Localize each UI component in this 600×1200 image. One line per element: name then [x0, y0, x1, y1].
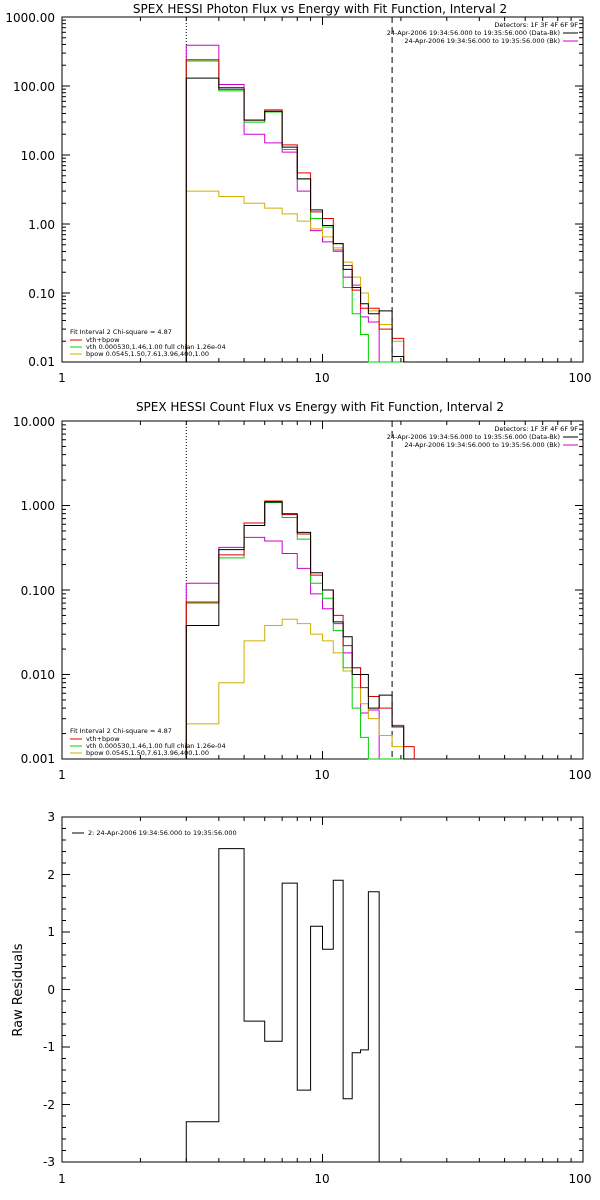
series-data-line: [185, 848, 380, 1162]
photon-series-group: [185, 17, 415, 363]
photon-ytick-label: 0.10: [28, 287, 55, 301]
photon-ytick-label: 1.00: [28, 218, 55, 232]
photon-plot-frame: [61, 16, 584, 363]
residuals-y-axis-label: Raw Residuals: [11, 943, 26, 1036]
photon-legend-bpow-label: bpow 0.0545,1.50,7.61,3.96,400,1.00: [86, 350, 209, 358]
count-xtick-label: 10: [314, 768, 329, 782]
count-ytick-label: 0.100: [21, 584, 55, 598]
residuals-series-group: [185, 848, 380, 1162]
series-total_model-line: [185, 59, 415, 363]
count-ytick-label: 0.010: [21, 668, 55, 682]
photon-detectors-label: Detectors: 1F 3F 4F 6F 9F: [494, 21, 578, 29]
count-panel-title: SPEX HESSI Count Flux vs Energy with Fit…: [136, 400, 504, 414]
count-ytick-label: 1.000: [21, 499, 55, 513]
series-vth-line: [185, 60, 415, 363]
count-legend-data-label: 24-Apr-2006 19:34:56.000 to 19:35:56.000…: [387, 433, 560, 441]
count-legend-vth-label: vth 0.000530,1.46,1.00 full chian 1.26e-…: [86, 742, 226, 750]
photon-fit-info: Fit Interval 2 Chi-square = 4.87: [70, 328, 172, 336]
photon-xtick-label: 10: [314, 371, 329, 385]
series-background-line: [185, 44, 415, 363]
residuals-xtick-label: 100: [569, 1172, 592, 1186]
photon-ytick-label: 100.00: [13, 80, 55, 94]
residuals-xtick-label: 1: [58, 1172, 66, 1186]
series-vth-line: [185, 502, 415, 760]
photon-axis-ticks: [61, 16, 584, 363]
count-legend-bk-label: 24-Apr-2006 19:34:56.000 to 19:35:56.000…: [404, 441, 560, 449]
series-total_model-line: [185, 500, 415, 759]
residuals-legend-label: 2: 24-Apr-2006 19:34:56.000 to 19:35:56.…: [88, 829, 237, 837]
count-ytick-label: 0.001: [21, 752, 55, 766]
residuals-panel: -3 -2 -1 0 1 2 3 1 10 100 Raw Residuals …: [11, 810, 591, 1186]
count-series-group: [185, 421, 415, 760]
residuals-ytick-label: 1: [47, 925, 55, 939]
count-legend-bottomleft: Fit Interval 2 Chi-square = 4.87 vth+bpo…: [70, 727, 226, 757]
photon-legend-total-label: vth+bpow: [86, 336, 120, 344]
photon-flux-panel: SPEX HESSI Photon Flux vs Energy with Fi…: [5, 2, 591, 385]
residuals-axis-ticks: [61, 816, 584, 1163]
residuals-legend: 2: 24-Apr-2006 19:34:56.000 to 19:35:56.…: [72, 829, 237, 837]
count-y-tick-labels: 10.000 1.000 0.100 0.010 0.001: [13, 415, 55, 766]
photon-ytick-label: 1000.00: [5, 11, 55, 25]
residuals-y-tick-labels: -3 -2 -1 0 1 2 3: [43, 810, 55, 1169]
count-detectors-label: Detectors: 1F 3F 4F 6F 9F: [494, 425, 578, 433]
photon-xtick-label: 100: [569, 371, 592, 385]
count-fit-info: Fit Interval 2 Chi-square = 4.87: [70, 727, 172, 735]
count-legend-topright: Detectors: 1F 3F 4F 6F 9F 24-Apr-2006 19…: [387, 425, 579, 449]
residuals-x-tick-labels: 1 10 100: [58, 1172, 591, 1186]
residuals-xtick-label: 10: [314, 1172, 329, 1186]
photon-legend-topright: Detectors: 1F 3F 4F 6F 9F 24-Apr-2006 19…: [387, 21, 579, 45]
count-ytick-label: 10.000: [13, 415, 55, 429]
count-x-tick-labels: 1 10 100: [58, 768, 591, 782]
photon-panel-title: SPEX HESSI Photon Flux vs Energy with Fi…: [133, 2, 507, 16]
photon-legend-vth-label: vth 0.000530,1.46,1.00 full chian 1.26e-…: [86, 343, 226, 351]
count-flux-panel: SPEX HESSI Count Flux vs Energy with Fit…: [13, 400, 591, 782]
series-data-line: [185, 77, 415, 363]
photon-x-tick-labels: 1 10 100: [58, 371, 591, 385]
residuals-ytick-label: 0: [47, 983, 55, 997]
residuals-ytick-label: -3: [43, 1155, 55, 1169]
photon-y-tick-labels: 1000.00 100.00 10.00 1.00 0.10 0.01: [5, 11, 55, 369]
residuals-ytick-label: -1: [43, 1040, 55, 1054]
series-background-line: [185, 536, 415, 760]
photon-legend-data-label: 24-Apr-2006 19:34:56.000 to 19:35:56.000…: [387, 29, 560, 37]
photon-ytick-label: 0.01: [28, 355, 55, 369]
photon-legend-bottomleft: Fit Interval 2 Chi-square = 4.87 vth+bpo…: [70, 328, 226, 358]
photon-ytick-label: 10.00: [21, 149, 55, 163]
count-axis-ticks: [61, 420, 584, 760]
photon-xtick-label: 1: [58, 371, 66, 385]
photon-legend-bk-label: 24-Apr-2006 19:34:56.000 to 19:35:56.000…: [404, 37, 560, 45]
series-bpow-line: [185, 190, 415, 363]
residuals-ytick-label: -2: [43, 1098, 55, 1112]
residuals-plot-frame: [61, 816, 584, 1163]
series-bpow-line: [185, 618, 415, 760]
residuals-ytick-label: 2: [47, 868, 55, 882]
count-xtick-label: 1: [58, 768, 66, 782]
count-legend-bpow-label: bpow 0.0545,1.50,7.61,3.96,400,1.00: [86, 749, 209, 757]
count-xtick-label: 100: [569, 768, 592, 782]
series-data-line: [185, 501, 415, 760]
count-legend-total-label: vth+bpow: [86, 735, 120, 743]
residuals-ytick-label: 3: [47, 810, 55, 824]
